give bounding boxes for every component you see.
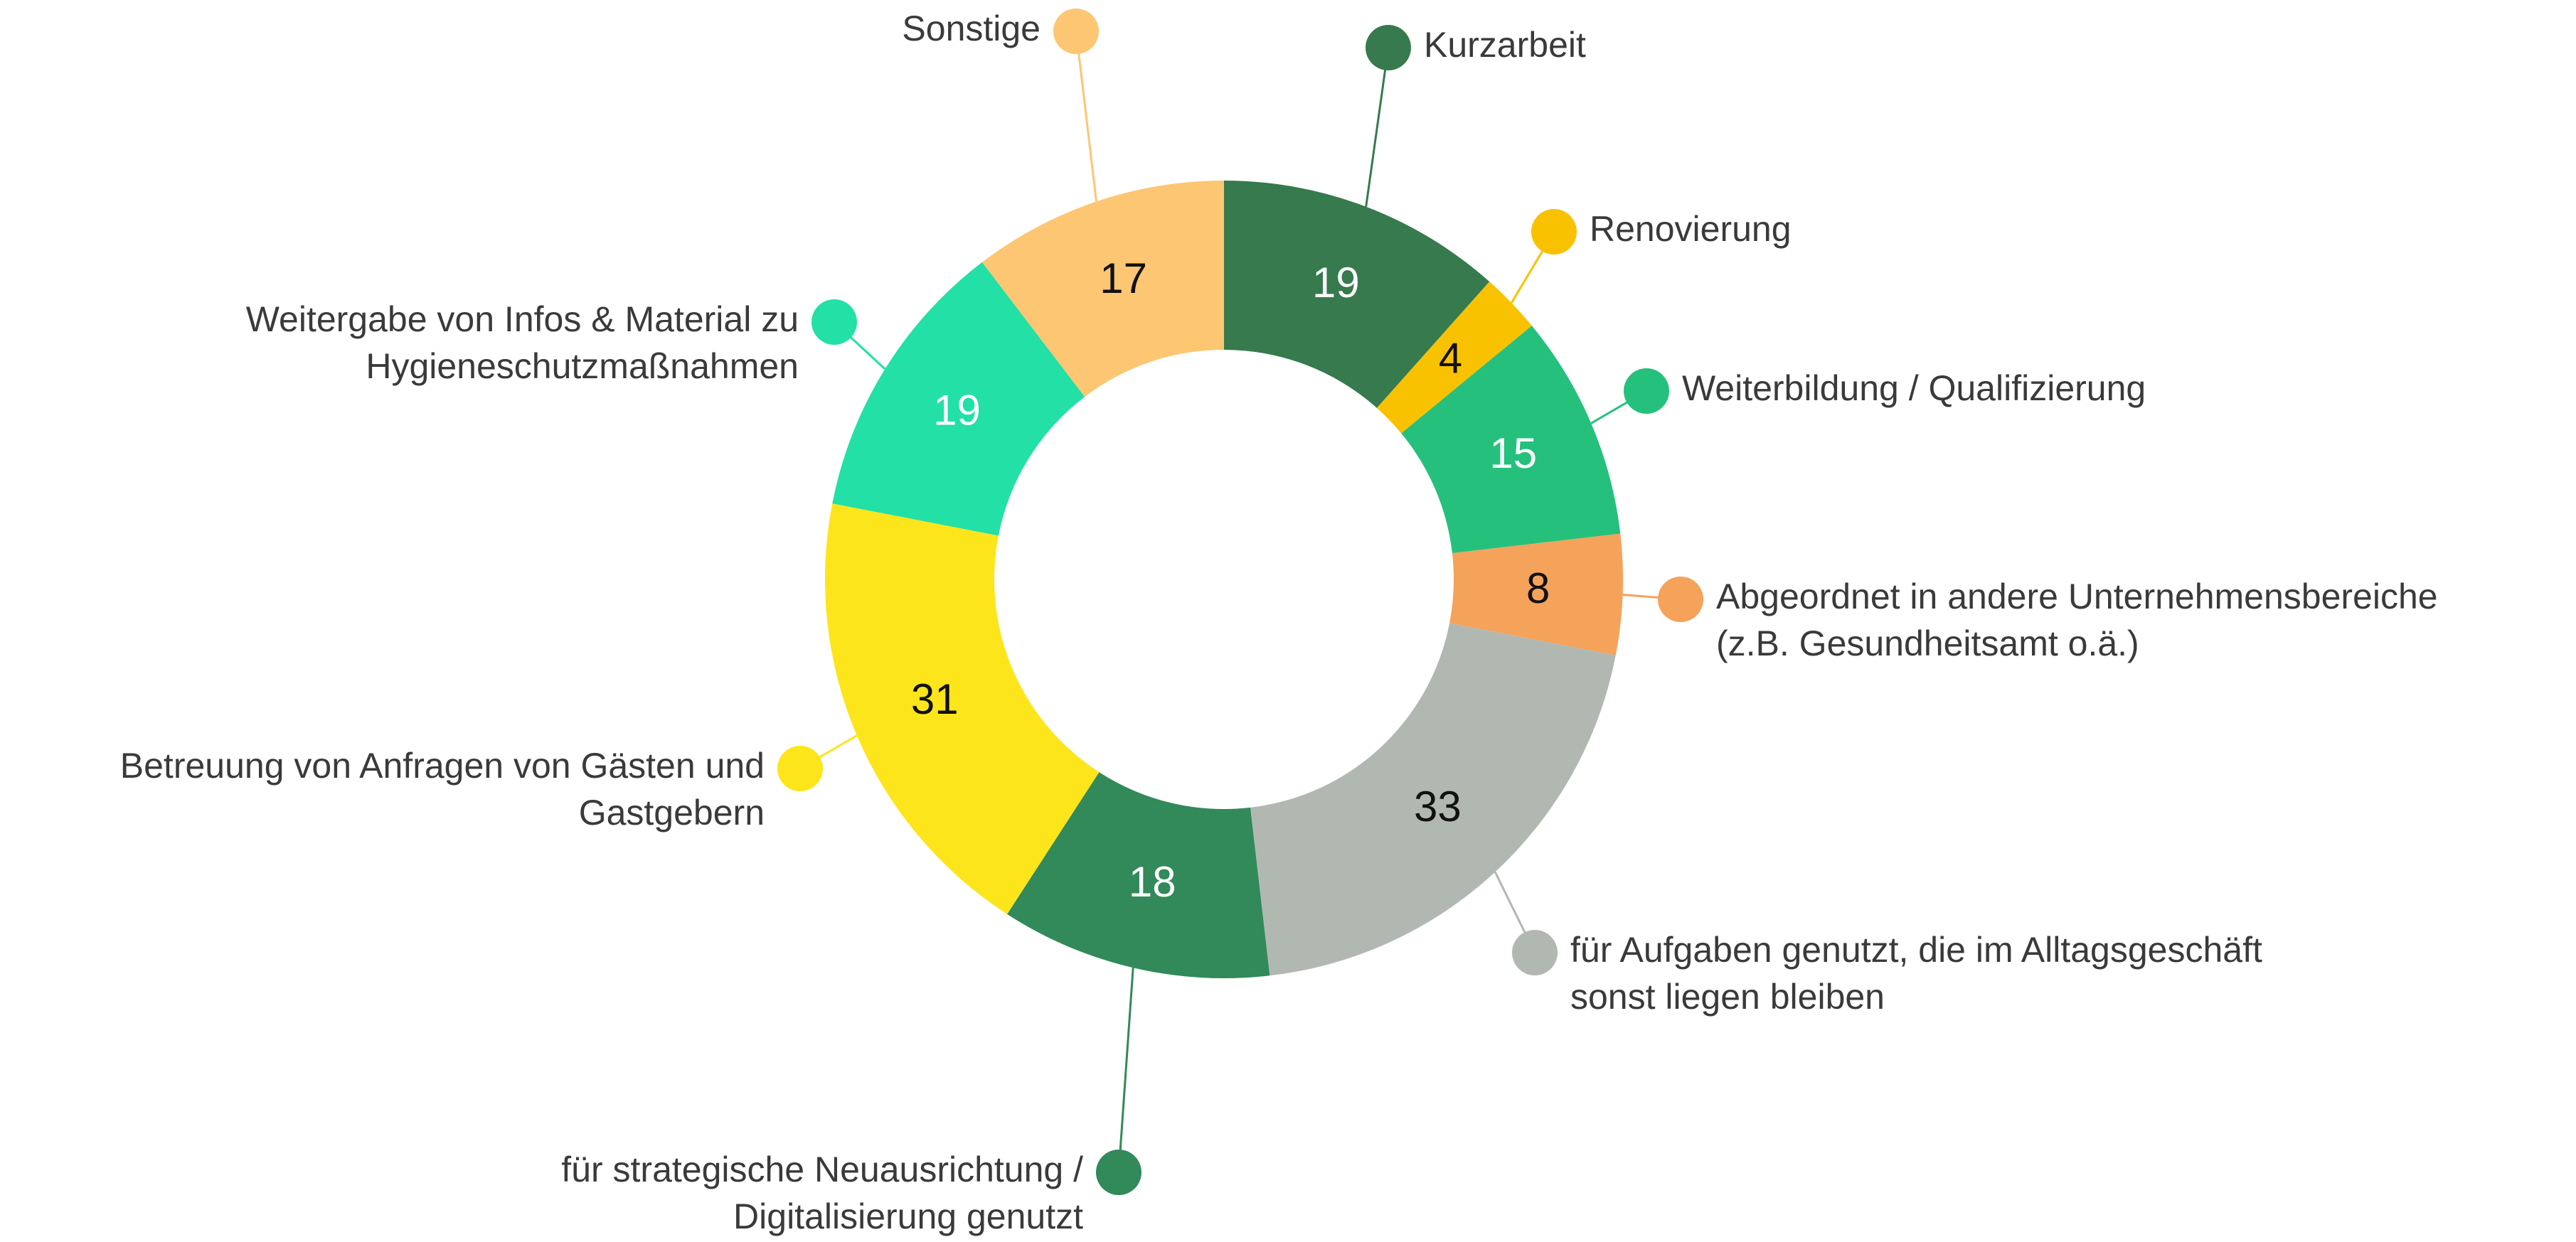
value-label: 19 (933, 387, 981, 434)
category-label-line: (z.B. Gesundheitsamt o.ä.) (1716, 623, 2139, 663)
label-dot (1096, 1150, 1141, 1195)
category-label: Abgeordnet in andere Unternehmensbereich… (1716, 577, 2438, 663)
value-label: 17 (1100, 255, 1147, 302)
category-label: Weiterbildung / Qualifizierung (1682, 368, 2146, 408)
category-label-line: für strategische Neuausrichtung / (561, 1150, 1083, 1189)
donut-slice (1401, 326, 1621, 553)
value-label: 33 (1414, 783, 1462, 830)
value-label: 18 (1129, 858, 1176, 906)
category-label: Kurzarbeit (1424, 25, 1586, 65)
category-label: Betreuung von Anfragen von Gästen und Gas… (120, 746, 765, 833)
donut-slice (1449, 533, 1623, 655)
category-label: Weitergabe von Infos & Material zu Hygien… (246, 299, 799, 386)
category-label-line: Betreuung von Anfragen von Gästen und (120, 746, 765, 786)
label-dot (1512, 930, 1558, 975)
category-label-line: Kurzarbeit (1424, 25, 1586, 65)
donut-slice (832, 262, 1085, 536)
value-label: 8 (1526, 564, 1550, 612)
value-label: 31 (911, 675, 959, 723)
category-label-line: sonst liegen bleiben (1570, 977, 1885, 1017)
label-dot (1053, 9, 1099, 54)
label-dot (1624, 368, 1669, 414)
category-label-line: Abgeordnet in andere Unternehmensbereich… (1716, 577, 2438, 616)
category-label: Sonstige (902, 9, 1040, 48)
category-label-line: Renovierung (1590, 209, 1792, 249)
category-label-line: Weitergabe von Infos & Material zu (246, 299, 799, 339)
leader-line (1117, 968, 1134, 1173)
category-label-line: Sonstige (902, 9, 1040, 48)
category-label-line: Hygieneschutzmaßnahmen (366, 346, 799, 386)
donut-slice (1007, 772, 1270, 978)
value-label: 15 (1489, 429, 1537, 477)
category-label-line: Digitalisierung genutzt (733, 1197, 1083, 1236)
category-label: für Aufgaben genutzt, die im Alltagsgesc… (1570, 930, 2262, 1017)
donut-slice (1376, 282, 1532, 434)
value-label: 19 (1312, 259, 1360, 306)
donut-slice (1250, 623, 1616, 976)
category-label-line: Gastgebern (579, 793, 765, 833)
label-dot (1658, 577, 1703, 622)
category-label-line: für Aufgaben genutzt, die im Alltagsgesc… (1570, 930, 2262, 970)
donut-slice (1224, 181, 1490, 408)
category-label: Renovierung (1590, 209, 1792, 249)
donut-slice (981, 180, 1224, 397)
donut-slice (824, 503, 1100, 914)
label-dot (811, 299, 857, 345)
leader-line (1365, 47, 1390, 207)
label-dot (1531, 209, 1577, 255)
leader-line (1075, 31, 1098, 202)
label-dot (777, 746, 823, 791)
category-label: für strategische Neuausrichtung / Digital… (561, 1150, 1083, 1236)
category-label-line: Weiterbildung / Qualifizierung (1682, 368, 2146, 408)
value-label: 4 (1439, 334, 1462, 382)
label-dot (1366, 25, 1411, 70)
